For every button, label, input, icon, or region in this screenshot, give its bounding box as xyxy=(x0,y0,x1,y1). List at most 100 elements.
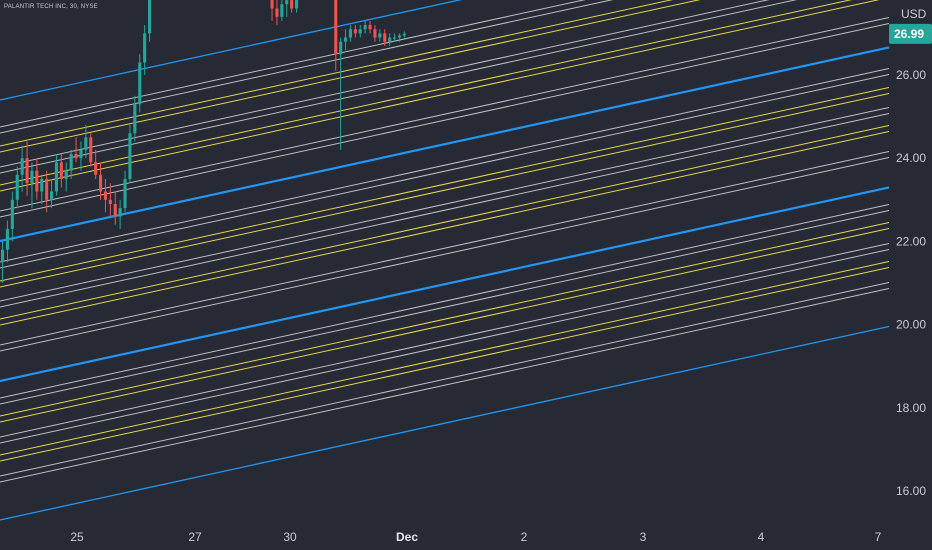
candle-body xyxy=(1,249,5,263)
price-axis[interactable]: USD 16.0018.0020.0022.0024.0026.0028.003… xyxy=(896,0,927,498)
channel-line xyxy=(0,86,890,282)
time-axis[interactable]: 25 27 30 Dec 2 3 4 7 xyxy=(70,530,881,544)
candle xyxy=(123,170,127,213)
candle xyxy=(25,141,29,196)
candle-body xyxy=(383,33,387,42)
candle-body xyxy=(344,37,348,42)
candle xyxy=(59,154,63,188)
candle-body xyxy=(118,208,122,217)
candle xyxy=(118,199,122,229)
candle xyxy=(40,174,44,204)
candle-body xyxy=(54,162,58,192)
candle xyxy=(378,29,382,42)
channel-line xyxy=(0,0,798,174)
candle xyxy=(20,145,24,192)
candle xyxy=(393,33,397,42)
channel-line xyxy=(0,260,890,456)
candle xyxy=(290,0,294,13)
candle xyxy=(10,191,14,242)
candle xyxy=(108,183,112,217)
candle-body xyxy=(295,0,299,9)
channel-line xyxy=(0,156,890,352)
candle-body xyxy=(35,170,39,192)
candle-body xyxy=(64,170,68,179)
candle-body xyxy=(103,191,107,200)
channel-line xyxy=(0,266,890,462)
candle xyxy=(15,166,19,209)
channel-line xyxy=(0,150,890,346)
candle-body xyxy=(363,25,367,30)
time-tick-label: 3 xyxy=(640,530,647,544)
candle-body xyxy=(290,0,294,9)
candle xyxy=(143,25,147,75)
candle xyxy=(280,0,284,21)
channel-line xyxy=(0,73,890,269)
candle-body xyxy=(74,154,78,159)
channel-line xyxy=(0,242,890,438)
candle xyxy=(344,29,348,51)
candle-body xyxy=(10,199,14,229)
candle-body xyxy=(84,137,88,150)
candle-body xyxy=(20,158,24,175)
symbol-title: PALANTIR TECH INC, 30, NYSE xyxy=(4,4,98,10)
candle-body xyxy=(69,154,73,171)
candle-body xyxy=(128,133,132,179)
channel-line xyxy=(0,0,586,128)
last-price-value: 26.99 xyxy=(894,27,924,41)
candle-body xyxy=(25,158,29,184)
channel-line xyxy=(0,0,463,101)
channel-line xyxy=(0,16,890,212)
candle xyxy=(89,133,93,167)
channel-line xyxy=(0,209,890,405)
candle-body xyxy=(334,0,338,55)
channel-line xyxy=(0,46,890,243)
last-price-tag: 26.99 xyxy=(889,23,932,44)
time-tick-label: 25 xyxy=(70,530,84,544)
candle xyxy=(79,141,83,171)
candle xyxy=(5,220,9,263)
time-tick-label: 30 xyxy=(283,530,297,544)
candle xyxy=(339,37,343,150)
candle-body xyxy=(40,179,44,192)
candle-body xyxy=(373,29,377,38)
last-price-badge xyxy=(889,23,932,44)
candle xyxy=(64,162,68,192)
candle xyxy=(397,33,401,42)
candle xyxy=(103,179,107,213)
candlestick-series xyxy=(1,0,406,283)
candle xyxy=(348,25,352,42)
candle xyxy=(99,162,103,200)
candle-body xyxy=(113,203,117,217)
channel-line xyxy=(0,186,890,383)
candle xyxy=(285,0,289,17)
candle-body xyxy=(280,4,284,17)
candle xyxy=(275,0,279,26)
channel-line xyxy=(0,0,853,186)
time-tick-label: 7 xyxy=(875,530,882,544)
candle xyxy=(1,241,5,283)
channel-line xyxy=(0,130,890,326)
candle-body xyxy=(143,33,147,63)
candle-body xyxy=(30,170,34,184)
candle xyxy=(363,20,367,34)
channel-line xyxy=(0,281,890,477)
channel-line xyxy=(0,0,770,168)
candle-body xyxy=(89,137,93,163)
candle-body xyxy=(50,191,54,200)
candle xyxy=(383,29,387,46)
price-tick-label: 18.00 xyxy=(896,401,926,415)
channel-line xyxy=(0,287,890,483)
candle xyxy=(148,0,152,42)
candle-body xyxy=(270,0,274,9)
candle xyxy=(84,124,88,159)
candle-body xyxy=(94,162,98,175)
price-tick-label: 24.00 xyxy=(896,151,926,165)
candle xyxy=(133,95,137,142)
candle xyxy=(74,137,78,163)
candle-body xyxy=(348,29,352,38)
price-tick-label: 26.00 xyxy=(896,68,926,82)
candle xyxy=(270,0,274,21)
channel-line xyxy=(0,22,890,218)
price-tick-label: 22.00 xyxy=(896,234,926,248)
